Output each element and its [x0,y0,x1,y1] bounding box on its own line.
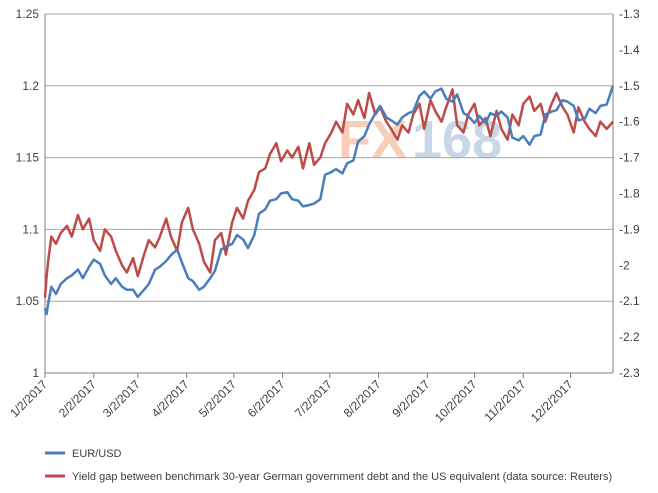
x-axis-tick-label: 5/2/2017 [196,377,239,420]
x-axis-tick-label: 12/2/2017 [528,377,576,425]
left-axis-tick-label: 1.1 [22,222,39,236]
right-axis-tick-label: -1.7 [619,151,640,165]
legend: EUR/USD Yield gap between benchmark 30-y… [45,448,612,483]
right-axis-tick-label: -1.9 [619,222,640,236]
x-axis-ticks: 1/2/2017 2/2/2017 3/2/2017 4/2/2017 5/2/2017… [7,373,576,425]
x-axis-tick-label: 4/2/2017 [149,377,192,420]
x-axis-tick-label: 1/2/2017 [7,377,50,420]
left-axis-tick-label: 1 [32,366,39,380]
x-axis-tick-label: 9/2/2017 [390,377,433,420]
right-axis-tick-label: -1.8 [619,187,640,201]
gridlines [45,13,613,374]
left-axis-tick-label: 1.05 [16,294,40,308]
x-axis-tick-label: 11/2/2017 [481,377,528,424]
right-axis-tick-label: -2.3 [619,366,640,380]
x-axis-tick-label: 2/2/2017 [56,377,99,420]
left-axis-tick-label: 1.15 [16,151,40,165]
x-axis-tick-label: 7/2/2017 [292,377,335,420]
legend-label-yield-gap: Yield gap between benchmark 30-year Germ… [72,471,612,483]
left-axis-tick-label: 1.25 [16,7,40,21]
right-axis-tick-label: -1.4 [619,43,640,57]
series-line-eurusd [43,85,615,316]
right-axis-tick-label: -2.1 [619,294,640,308]
legend-label-eurusd: EUR/USD [72,448,122,460]
right-axis-tick-label: -2 [619,258,630,272]
right-axis-tick-label: -1.6 [619,115,640,129]
left-axis-ticks: 1.25 1.2 1.15 1.1 1.05 1 [16,7,40,380]
left-axis-tick-label: 1.2 [22,79,39,93]
right-axis-tick-label: -2.2 [619,330,640,344]
x-axis-tick-label: 10/2/2017 [432,377,480,425]
series-line-yield-gap [43,88,614,298]
right-axis-ticks: -1.3 -1.4 -1.5 -1.6 -1.7 -1.8 -1.9 -2 -2.1 -2.2 -2… [619,7,640,380]
series-layer [43,85,615,316]
right-axis-tick-label: -1.3 [619,7,640,21]
x-axis-tick-label: 6/2/2017 [245,377,288,420]
x-axis-tick-label: 8/2/2017 [341,377,384,420]
x-axis-tick-label: 3/2/2017 [100,377,143,420]
right-axis-tick-label: -1.5 [619,79,640,93]
axes [44,14,614,374]
